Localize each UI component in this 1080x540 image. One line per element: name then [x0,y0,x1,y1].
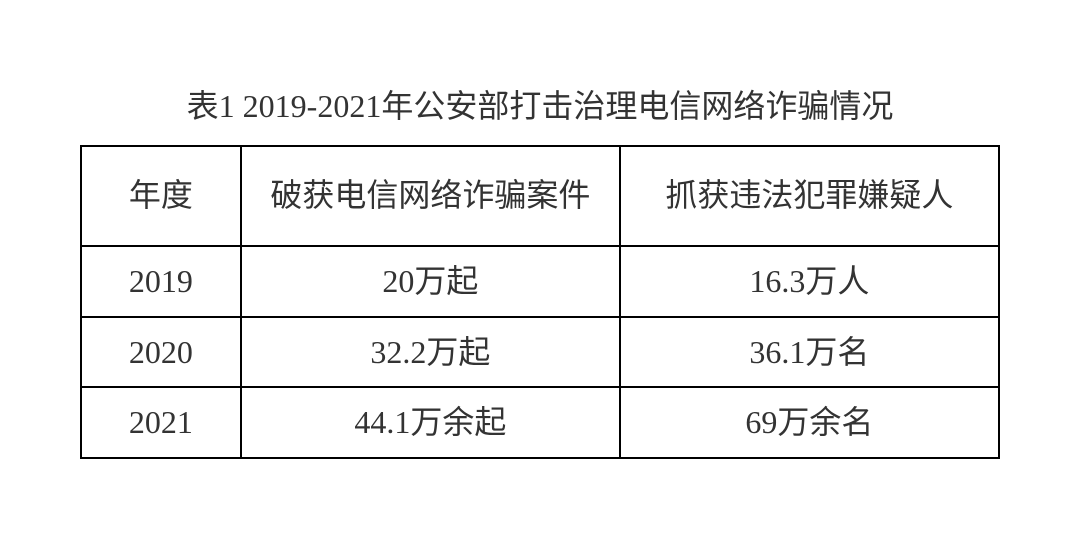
cell-cases: 44.1万余起 [241,387,620,458]
table-row: 2021 44.1万余起 69万余名 [81,387,999,458]
table-title: 表1 2019-2021年公安部打击治理电信网络诈骗情况 [187,81,894,127]
cell-suspects: 16.3万人 [620,246,999,317]
table-header-row: 年度 破获电信网络诈骗案件 抓获违法犯罪嫌疑人 [81,146,999,246]
table-row: 2019 20万起 16.3万人 [81,246,999,317]
data-table: 年度 破获电信网络诈骗案件 抓获违法犯罪嫌疑人 2019 20万起 16.3万人… [80,145,1000,459]
cell-cases: 32.2万起 [241,317,620,388]
table-row: 2020 32.2万起 36.1万名 [81,317,999,388]
cell-suspects: 69万余名 [620,387,999,458]
cell-year: 2021 [81,387,241,458]
cell-year: 2020 [81,317,241,388]
cell-year: 2019 [81,246,241,317]
column-header-cases: 破获电信网络诈骗案件 [241,146,620,246]
column-header-year: 年度 [81,146,241,246]
cell-suspects: 36.1万名 [620,317,999,388]
column-header-suspects: 抓获违法犯罪嫌疑人 [620,146,999,246]
cell-cases: 20万起 [241,246,620,317]
